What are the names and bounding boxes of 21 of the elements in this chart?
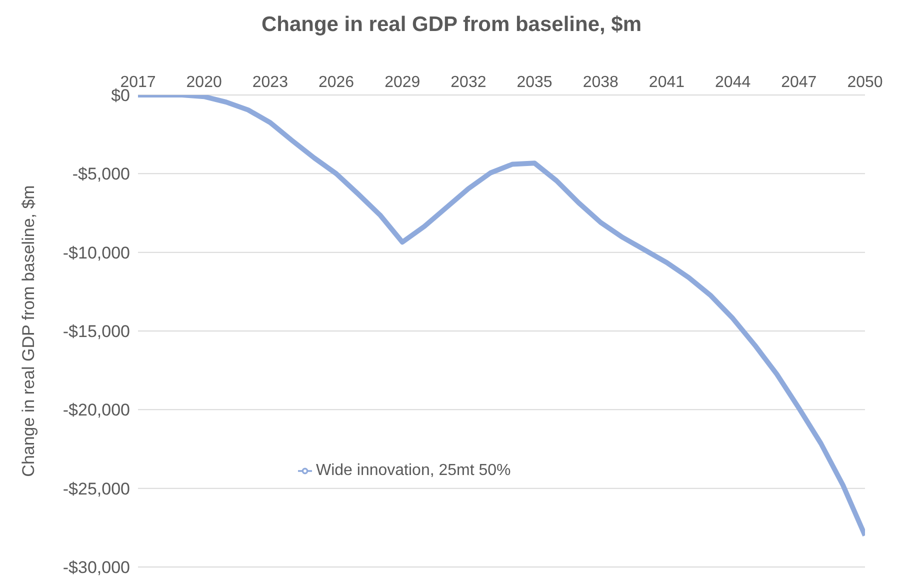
y-axis-title: Change in real GDP from baseline, $m [19, 185, 38, 477]
chart-title: Change in real GDP from baseline, $m [260, 12, 643, 38]
x-tick-label: 2047 [781, 74, 817, 91]
x-tick-label: 2038 [582, 74, 619, 91]
x-tick-label: 2026 [318, 74, 354, 91]
x-tick-label: 2035 [516, 74, 552, 91]
y-tick-label: -$30,000 [62, 558, 130, 578]
x-tick-label: 2020 [186, 74, 222, 91]
legend-label: Wide innovation, 25mt 50% [316, 462, 511, 479]
x-tick-label: 2029 [384, 74, 420, 91]
x-tick-label: 2050 [847, 74, 883, 91]
y-tick-label: $0 [111, 86, 130, 106]
y-tick-label: -$10,000 [62, 243, 130, 262]
x-tick-label: 2032 [450, 74, 486, 91]
x-tick-label: 2044 [715, 74, 751, 91]
x-tick-label: 2041 [648, 74, 685, 91]
y-tick-label: -$5,000 [72, 164, 130, 184]
y-tick-label: -$20,000 [62, 400, 130, 420]
y-tick-label: -$15,000 [62, 322, 130, 342]
y-tick-label: -$25,000 [62, 479, 130, 498]
x-tick-label: 2023 [252, 74, 288, 91]
